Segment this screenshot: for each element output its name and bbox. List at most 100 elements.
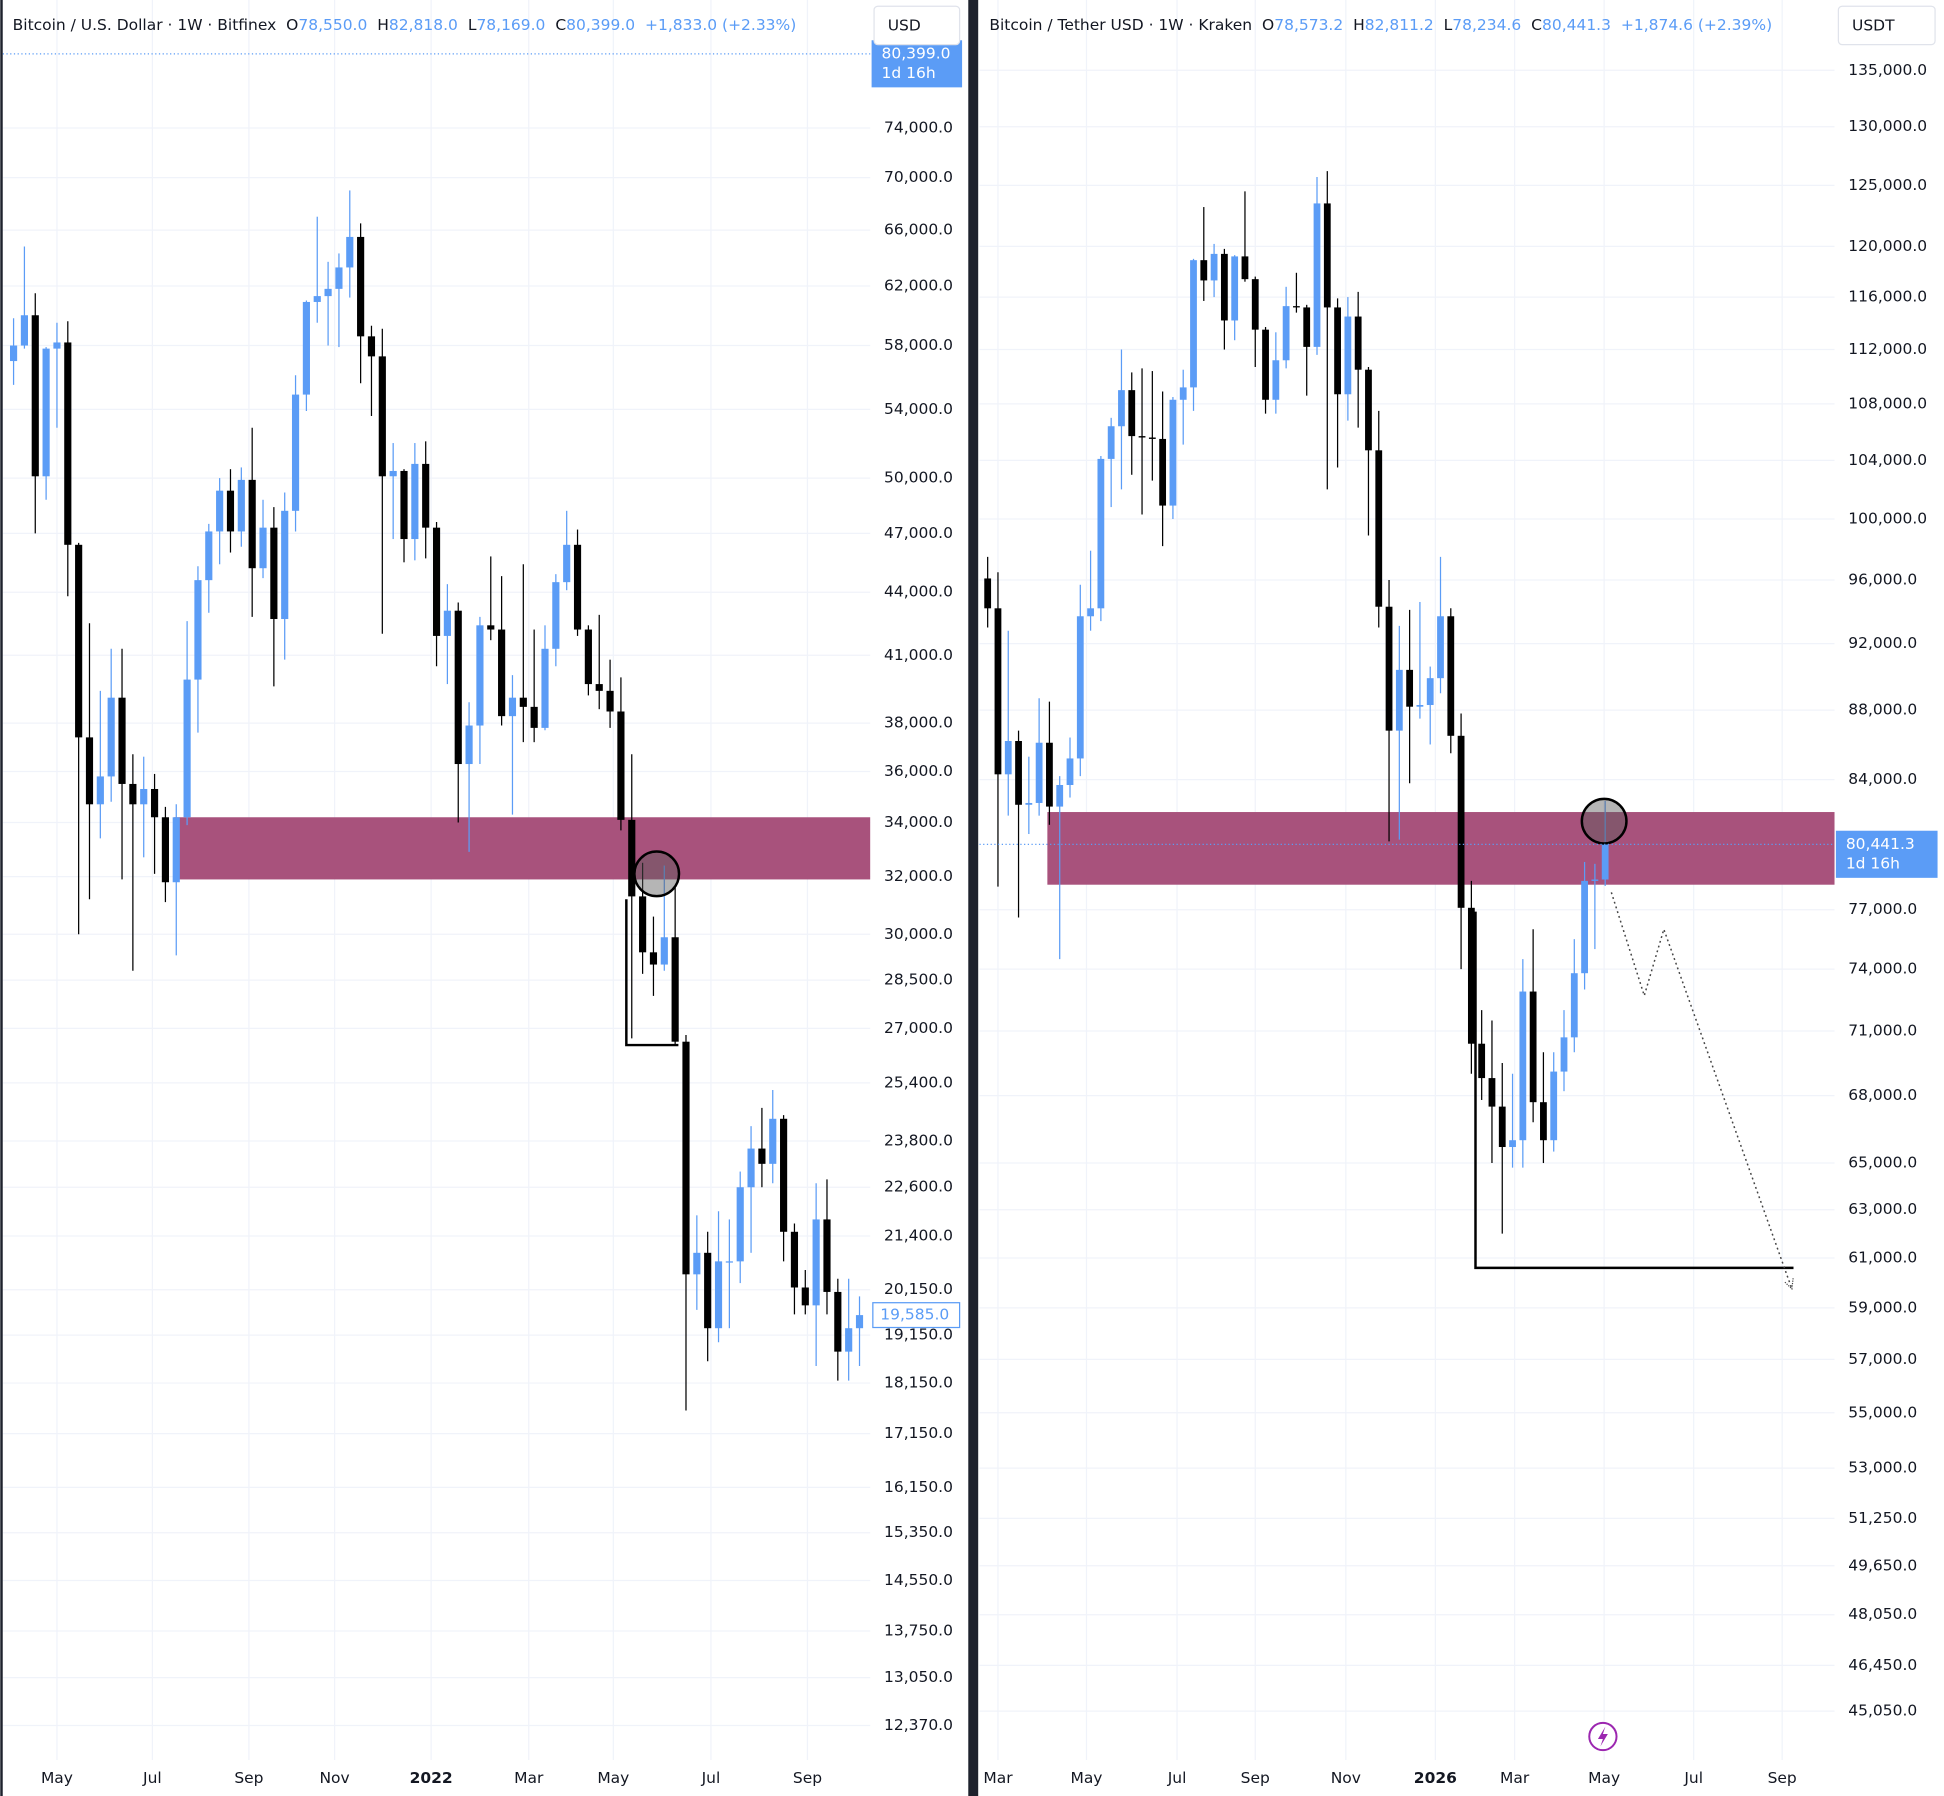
currency-button[interactable] bbox=[1837, 5, 1936, 46]
candle-body bbox=[693, 1252, 701, 1275]
candle-body bbox=[1231, 256, 1239, 321]
y-tick-label: 100,000.0 bbox=[1848, 509, 1927, 527]
price-axis bbox=[1834, 0, 1944, 1796]
candle-body bbox=[1262, 329, 1269, 400]
y-tick-label: 13,050.0 bbox=[884, 1668, 953, 1686]
candle-body bbox=[530, 706, 538, 728]
candle-body bbox=[1169, 399, 1177, 506]
candle-body bbox=[291, 394, 300, 511]
candle-body bbox=[573, 544, 582, 630]
y-tick-label: 120,000.0 bbox=[1848, 237, 1927, 255]
candle-body bbox=[465, 725, 473, 765]
y-tick-label: 30,000.0 bbox=[884, 925, 953, 943]
ohlc-key: L bbox=[468, 15, 477, 33]
candle-body bbox=[476, 625, 484, 726]
candle-body bbox=[1498, 1106, 1506, 1148]
candle-body bbox=[1560, 1037, 1568, 1072]
y-tick-label: 108,000.0 bbox=[1848, 394, 1927, 412]
ohlc-key: O bbox=[286, 15, 298, 33]
candle-body bbox=[628, 819, 636, 897]
y-tick-label: 19,150.0 bbox=[884, 1326, 953, 1344]
candle-body bbox=[671, 937, 679, 1042]
candle-body bbox=[1138, 436, 1146, 438]
time-axis bbox=[979, 1760, 1835, 1796]
y-tick-label: 61,000.0 bbox=[1848, 1248, 1917, 1266]
range-box bbox=[1474, 911, 1794, 1270]
y-tick-label: 125,000.0 bbox=[1848, 176, 1927, 194]
zone bbox=[1047, 812, 1835, 885]
candle-body bbox=[1241, 256, 1249, 280]
candle-body bbox=[1148, 437, 1156, 439]
candle-body bbox=[1210, 253, 1218, 281]
y-tick-label: 74,000.0 bbox=[884, 118, 953, 136]
candle-body bbox=[994, 608, 1002, 775]
candle-body bbox=[172, 817, 180, 883]
x-tick-label: Mar bbox=[1500, 1769, 1530, 1787]
candle-body bbox=[563, 544, 571, 583]
candle-body bbox=[378, 356, 386, 477]
candle-body bbox=[1375, 450, 1383, 607]
candle-body bbox=[1303, 307, 1311, 347]
candle-body bbox=[1406, 669, 1414, 707]
change: +1,833.0 (+2.33%) bbox=[645, 15, 796, 33]
x-tick-label: May bbox=[597, 1769, 629, 1787]
visible-price-box bbox=[872, 1302, 961, 1329]
y-tick-label: 70,000.0 bbox=[884, 168, 953, 186]
candle-body bbox=[31, 315, 39, 477]
y-tick-label: 112,000.0 bbox=[1848, 340, 1927, 358]
candle-body bbox=[984, 578, 992, 609]
candle-body bbox=[541, 648, 549, 728]
candle-body bbox=[411, 463, 419, 540]
time-axis bbox=[2, 1760, 871, 1796]
y-tick-label: 135,000.0 bbox=[1848, 61, 1927, 79]
candle-body bbox=[96, 776, 104, 805]
ohlc-value: 78,573.2 bbox=[1274, 15, 1343, 33]
y-tick-label: 32,000.0 bbox=[884, 867, 953, 885]
candle-body bbox=[1179, 387, 1187, 400]
x-tick-label: May bbox=[1070, 1769, 1102, 1787]
ohlc-value: 78,169.0 bbox=[476, 15, 545, 33]
candle-body bbox=[107, 697, 115, 777]
y-tick-label: 27,000.0 bbox=[884, 1019, 953, 1037]
y-tick-label: 13,750.0 bbox=[884, 1622, 953, 1640]
candle-body bbox=[259, 527, 267, 569]
currency-button[interactable] bbox=[873, 5, 961, 46]
candle-body bbox=[1190, 260, 1197, 388]
x-tick-label: Jul bbox=[701, 1769, 721, 1787]
candle-body bbox=[606, 690, 614, 712]
candle-body bbox=[1056, 785, 1064, 807]
candle-body bbox=[508, 697, 517, 717]
y-tick-label: 51,250.0 bbox=[1848, 1509, 1917, 1527]
y-tick-label: 25,400.0 bbox=[884, 1073, 953, 1091]
y-tick-label: 16,150.0 bbox=[884, 1478, 953, 1496]
y-tick-label: 48,050.0 bbox=[1848, 1605, 1917, 1623]
candle-body bbox=[1581, 880, 1588, 974]
y-tick-label: 17,150.0 bbox=[884, 1424, 953, 1442]
candle-body bbox=[682, 1041, 690, 1275]
candle-body bbox=[649, 952, 658, 965]
candle-body bbox=[758, 1148, 766, 1164]
lightning-icon[interactable] bbox=[1588, 1721, 1618, 1752]
plot-area bbox=[979, 0, 1835, 1761]
candle-body bbox=[1066, 758, 1074, 786]
candle-body bbox=[1035, 742, 1043, 803]
last-price-box bbox=[871, 40, 963, 88]
candle-body bbox=[1365, 369, 1372, 451]
candle-body bbox=[1519, 991, 1527, 1141]
symbol: Bitcoin / Tether USD · 1W · Kraken bbox=[989, 15, 1252, 33]
candle-body bbox=[85, 737, 94, 805]
y-tick-label: 53,000.0 bbox=[1848, 1459, 1917, 1477]
candle-body bbox=[1570, 973, 1578, 1038]
candle-body bbox=[226, 490, 235, 532]
candle-body bbox=[20, 315, 28, 346]
candle-body bbox=[1118, 390, 1125, 427]
y-tick-label: 20,150.0 bbox=[884, 1280, 953, 1298]
candle-body bbox=[1334, 307, 1341, 395]
x-tick-label: Jul bbox=[1167, 1769, 1187, 1787]
y-tick-label: 14,550.0 bbox=[884, 1571, 953, 1589]
zone bbox=[174, 817, 871, 880]
ohlc-value: 80,441.3 bbox=[1542, 15, 1611, 33]
x-tick-label: 2022 bbox=[410, 1769, 453, 1787]
candle-body bbox=[1200, 260, 1208, 281]
candle-body bbox=[1159, 438, 1167, 506]
